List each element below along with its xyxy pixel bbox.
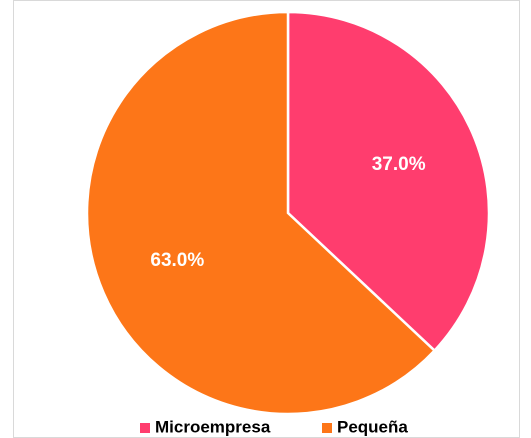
legend-label: Pequeña bbox=[337, 417, 408, 436]
pie-slice bbox=[85, 10, 437, 416]
data-label: 63.0% bbox=[150, 250, 204, 271]
data-label: 37.0% bbox=[372, 154, 426, 175]
legend-swatch bbox=[140, 423, 150, 433]
pie-slice bbox=[286, 10, 491, 353]
legend-swatch bbox=[322, 423, 332, 433]
legend-label: Microempresa bbox=[155, 417, 271, 436]
